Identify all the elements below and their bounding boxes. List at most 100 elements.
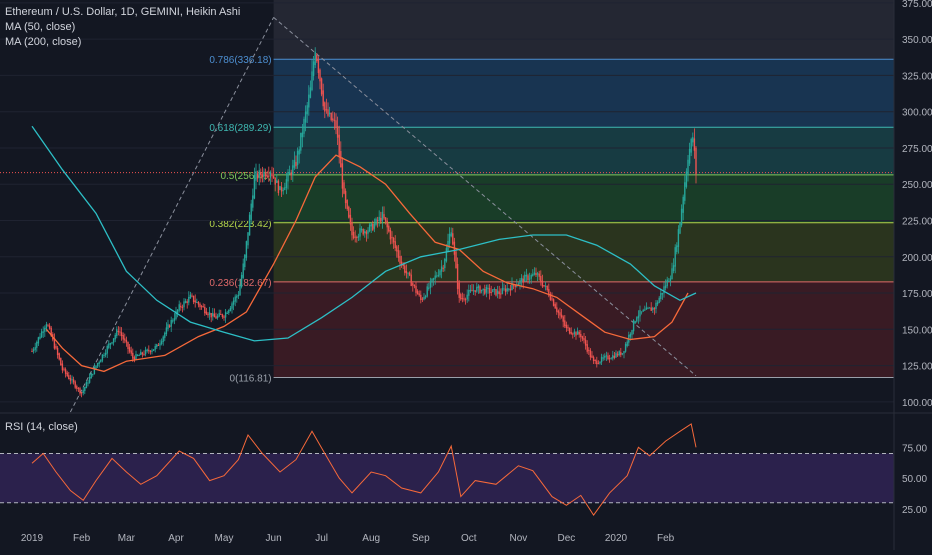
candle-body (468, 290, 470, 296)
candle-body (258, 170, 260, 178)
candle-body (656, 302, 659, 305)
candle-body (559, 312, 561, 316)
candle-body (456, 263, 459, 289)
ma200-legend[interactable]: MA (200, close) (5, 36, 82, 48)
candle-body (684, 182, 686, 201)
candle-body (165, 327, 168, 335)
candle-body (514, 284, 516, 288)
candle-body (464, 299, 467, 301)
candle-body (296, 150, 299, 166)
candle-body (653, 308, 656, 310)
candle-body (114, 334, 116, 340)
candle-body (76, 386, 78, 389)
candle-body (557, 310, 560, 313)
candle-body (495, 289, 497, 296)
candle-body (167, 324, 169, 330)
candle-body (493, 288, 496, 290)
time-axis-tick: Sep (412, 533, 430, 544)
trendline (69, 17, 275, 413)
ma50-legend[interactable]: MA (50, close) (5, 21, 76, 33)
candle-body (618, 351, 620, 356)
candle-body (564, 320, 566, 327)
candle-body (311, 71, 313, 91)
candle-body (580, 333, 582, 338)
candle-body (120, 332, 123, 337)
candle-body (69, 378, 72, 381)
candle-body (565, 324, 568, 328)
candle-body (388, 225, 390, 232)
candle-body (308, 94, 310, 108)
candle-body (578, 331, 580, 335)
candle-body (276, 180, 278, 183)
candle-body (322, 90, 324, 107)
candle-body (319, 69, 321, 82)
candle-body (650, 307, 652, 311)
candle-body (432, 278, 435, 280)
candle-body (247, 232, 249, 246)
candle-body (516, 285, 518, 287)
candle-body (34, 347, 36, 350)
candle-body (42, 331, 44, 333)
candle-body (64, 369, 67, 374)
candle-body (224, 312, 227, 318)
candle-body (509, 288, 512, 291)
candle-body (340, 151, 342, 168)
candle-body (413, 284, 416, 287)
candle-body (554, 304, 556, 309)
candle-body (152, 349, 155, 351)
time-axis-tick: May (215, 533, 234, 544)
candle-body (540, 275, 542, 283)
candle-body (266, 175, 268, 177)
candle-body (288, 172, 291, 175)
candle-body (538, 273, 540, 277)
candle-body (455, 251, 457, 269)
candle-body (96, 363, 99, 367)
candle-body (351, 222, 353, 236)
candle-body (440, 266, 443, 272)
candle-body (327, 109, 329, 116)
candle-body (284, 187, 286, 190)
candle-body (567, 327, 569, 329)
candle-body (632, 320, 635, 332)
candle-body (282, 189, 284, 191)
candle-body (652, 307, 654, 311)
candle-body (471, 290, 473, 292)
candle-body (280, 187, 283, 192)
candle-body (316, 55, 318, 62)
candle-body (37, 337, 40, 344)
symbol-title[interactable]: Ethereum / U.S. Dollar, 1D, GEMINI, Heik… (5, 6, 241, 18)
candle-body (328, 112, 331, 115)
candle-body (599, 361, 601, 364)
rsi-legend[interactable]: RSI (14, close) (5, 420, 78, 435)
candle-body (519, 279, 521, 285)
candle-body (301, 132, 304, 138)
candle-body (448, 233, 451, 244)
candle-body (608, 358, 611, 360)
candle-body (173, 318, 176, 321)
candle-body (500, 293, 502, 295)
candle-body (213, 313, 216, 318)
candle-body (338, 134, 340, 157)
candle-body (159, 343, 161, 346)
candle-body (504, 288, 507, 293)
candle-body (344, 190, 347, 204)
candle-body (45, 324, 48, 329)
moving-average-line (45, 154, 689, 373)
candle-body (191, 295, 193, 297)
candle-body (199, 303, 201, 307)
candle-body (644, 309, 646, 311)
price-axis-tick: 225.00 (902, 217, 932, 228)
candle-body (196, 301, 198, 303)
candle-body (679, 222, 681, 234)
candle-body (354, 236, 356, 238)
candle-body (306, 105, 308, 115)
candle-body (320, 78, 323, 95)
candle-body (589, 350, 592, 358)
candle-body (181, 306, 184, 308)
candle-body (79, 388, 81, 394)
price-axis-tick: 300.00 (902, 108, 932, 119)
fib-level-label: 0.786(336.18) (209, 55, 271, 66)
fib-level-label: 0.236(182.67) (209, 278, 271, 289)
